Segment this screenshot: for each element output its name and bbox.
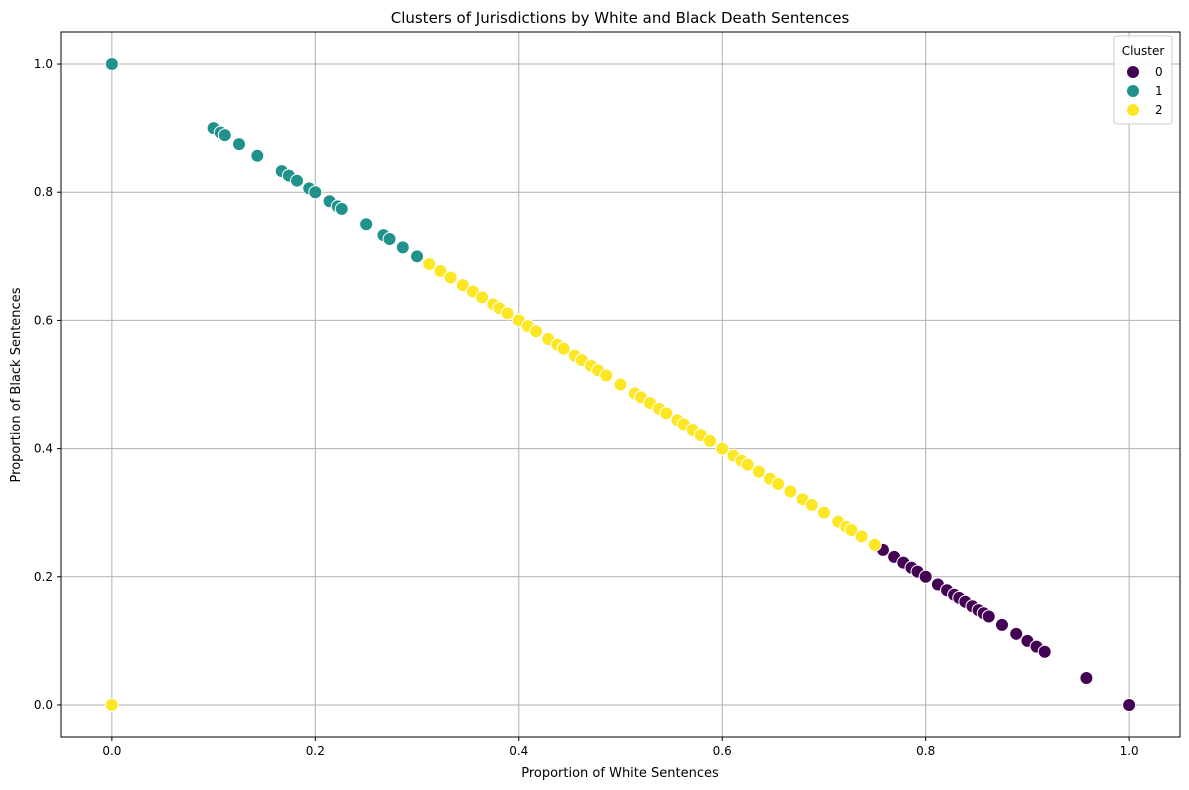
y-tick-label: 0.4 xyxy=(34,442,53,456)
data-point-cluster-2 xyxy=(751,464,766,479)
data-point-cluster-1 xyxy=(232,137,247,152)
data-point-cluster-2 xyxy=(867,537,882,552)
data-point-cluster-2 xyxy=(816,505,831,520)
data-point-cluster-0 xyxy=(1122,697,1137,712)
data-point-cluster-2 xyxy=(854,529,869,544)
data-point-cluster-0 xyxy=(981,609,996,624)
data-point-cluster-2 xyxy=(703,433,718,448)
data-point-cluster-1 xyxy=(334,201,349,216)
x-tick-label: 0.2 xyxy=(306,744,325,758)
data-point-cluster-0 xyxy=(994,617,1009,632)
data-point-cluster-2 xyxy=(422,257,437,272)
data-point-cluster-2 xyxy=(443,270,458,285)
x-tick-label: 0.4 xyxy=(509,744,528,758)
chart-title: Clusters of Jurisdictions by White and B… xyxy=(391,9,850,27)
data-point-cluster-2 xyxy=(556,341,571,356)
data-point-cluster-2 xyxy=(844,522,859,537)
x-axis-label: Proportion of White Sentences xyxy=(521,766,719,781)
legend-box xyxy=(1113,35,1173,125)
legend-label-2: 2 xyxy=(1155,103,1163,117)
data-point-cluster-0 xyxy=(1037,644,1052,659)
data-point-cluster-2 xyxy=(475,290,490,305)
data-point-cluster-0 xyxy=(1079,671,1094,686)
data-points xyxy=(104,57,1137,712)
data-point-cluster-2 xyxy=(804,497,819,512)
data-point-cluster-2 xyxy=(500,306,515,321)
x-tick-label: 0.8 xyxy=(916,744,935,758)
legend-marker-2 xyxy=(1126,103,1140,117)
data-point-cluster-2 xyxy=(529,324,544,339)
data-point-cluster-2 xyxy=(613,377,628,392)
x-tick-label: 0.0 xyxy=(102,744,121,758)
data-point-cluster-0 xyxy=(918,569,933,584)
data-point-cluster-1 xyxy=(382,232,397,247)
data-point-cluster-1 xyxy=(217,128,232,143)
plot-frame xyxy=(60,31,1181,738)
data-point-cluster-2 xyxy=(599,368,614,383)
y-tick-label: 0.2 xyxy=(34,570,53,584)
y-tick-label: 0.8 xyxy=(34,185,53,199)
x-tick-label: 0.6 xyxy=(713,744,732,758)
data-point-cluster-1 xyxy=(359,217,374,232)
data-point-cluster-1 xyxy=(104,57,119,72)
legend-entries: 0 1 2 xyxy=(1126,65,1163,117)
chart-labels: Clusters of Jurisdictions by White and B… xyxy=(9,9,849,781)
y-tick-label: 1.0 xyxy=(34,57,53,71)
axes: 0.0 0.2 0.4 0.6 0.8 1.0 0.0 0.2 0.4 0.6 0.8 1.0 xyxy=(34,57,1139,758)
data-point-cluster-2 xyxy=(659,406,674,421)
legend-marker-1 xyxy=(1126,84,1140,98)
y-tick-label: 0.0 xyxy=(34,698,53,712)
y-tick-label: 0.6 xyxy=(34,313,53,327)
legend-title: Cluster xyxy=(1122,44,1165,58)
data-point-cluster-2 xyxy=(715,441,730,456)
axes-frame xyxy=(60,31,1181,738)
data-point-cluster-1 xyxy=(250,148,265,163)
legend-label-1: 1 xyxy=(1155,84,1163,98)
data-point-cluster-1 xyxy=(290,173,305,188)
data-point-cluster-2 xyxy=(771,476,786,491)
legend-marker-0 xyxy=(1126,65,1140,79)
data-point-cluster-0 xyxy=(1009,626,1024,641)
data-point-cluster-1 xyxy=(308,185,323,200)
y-axis-label: Proportion of Black Sentences xyxy=(9,287,24,482)
data-point-cluster-2 xyxy=(433,264,448,279)
data-point-cluster-2 xyxy=(783,484,798,499)
legend-label-0: 0 xyxy=(1155,65,1163,79)
data-point-cluster-2 xyxy=(104,697,119,712)
data-point-cluster-2 xyxy=(740,457,755,472)
data-point-cluster-2 xyxy=(455,278,470,293)
legend: Cluster 0 1 2 xyxy=(1113,35,1173,125)
data-point-cluster-1 xyxy=(395,240,410,255)
grid-lines xyxy=(61,32,1180,737)
x-tick-label: 1.0 xyxy=(1120,744,1139,758)
data-point-cluster-1 xyxy=(410,249,425,264)
